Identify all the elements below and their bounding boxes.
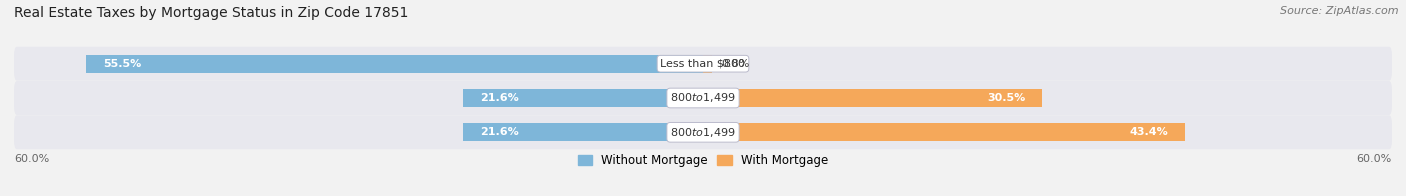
Text: 21.6%: 21.6% (479, 93, 519, 103)
Text: 21.6%: 21.6% (479, 127, 519, 137)
Text: Less than $800: Less than $800 (661, 59, 745, 69)
Text: 0.8%: 0.8% (721, 59, 749, 69)
Legend: Without Mortgage, With Mortgage: Without Mortgage, With Mortgage (578, 154, 828, 167)
Text: 30.5%: 30.5% (987, 93, 1025, 103)
FancyBboxPatch shape (14, 47, 1392, 81)
Bar (86, 55, 703, 73)
Bar (463, 89, 703, 107)
Text: $800 to $1,499: $800 to $1,499 (671, 92, 735, 104)
Text: 60.0%: 60.0% (1357, 154, 1392, 164)
Bar (703, 123, 1185, 141)
Bar (703, 89, 1042, 107)
FancyBboxPatch shape (14, 81, 1392, 115)
FancyBboxPatch shape (14, 115, 1392, 149)
Text: Source: ZipAtlas.com: Source: ZipAtlas.com (1281, 6, 1399, 16)
Text: $800 to $1,499: $800 to $1,499 (671, 126, 735, 139)
Text: 55.5%: 55.5% (103, 59, 141, 69)
Text: 43.4%: 43.4% (1130, 127, 1168, 137)
Bar (703, 55, 711, 73)
Bar (463, 123, 703, 141)
Text: Real Estate Taxes by Mortgage Status in Zip Code 17851: Real Estate Taxes by Mortgage Status in … (14, 6, 408, 20)
Text: 60.0%: 60.0% (14, 154, 49, 164)
